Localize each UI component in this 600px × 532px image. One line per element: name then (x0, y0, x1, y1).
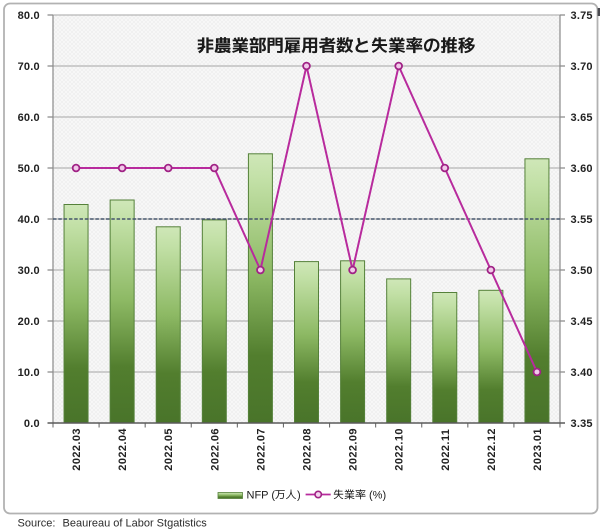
svg-text:3.55: 3.55 (571, 214, 593, 226)
svg-text:2023.01: 2023.01 (532, 428, 544, 471)
svg-text:0.0: 0.0 (24, 418, 40, 430)
svg-text:Beaureau of Labor Stgatistics: Beaureau of Labor Stgatistics (63, 517, 208, 529)
svg-text:2022.07: 2022.07 (255, 428, 267, 471)
svg-text:60.0: 60.0 (18, 112, 40, 124)
svg-text:3.65: 3.65 (571, 112, 593, 124)
svg-text:2022.06: 2022.06 (209, 428, 221, 471)
svg-text:10.0: 10.0 (18, 367, 40, 379)
svg-text:40.0: 40.0 (18, 214, 40, 226)
svg-text:3.70: 3.70 (571, 61, 593, 73)
svg-text:3.35: 3.35 (571, 418, 593, 430)
svg-text:20.0: 20.0 (18, 316, 40, 328)
svg-text:2022.08: 2022.08 (302, 428, 314, 471)
svg-text:3.60: 3.60 (571, 163, 593, 175)
svg-text:2022.12: 2022.12 (486, 428, 498, 471)
svg-text:2022.10: 2022.10 (394, 428, 406, 471)
svg-text:2022.03: 2022.03 (71, 428, 83, 471)
svg-text:30.0: 30.0 (18, 265, 40, 277)
svg-text:50.0: 50.0 (18, 163, 40, 175)
svg-text:3.40: 3.40 (571, 367, 593, 379)
svg-text:3.45: 3.45 (571, 316, 593, 328)
svg-text:2022.11: 2022.11 (440, 429, 452, 471)
svg-text:80.0: 80.0 (18, 10, 40, 22)
svg-text:NFP (: NFP ( (247, 489, 276, 501)
svg-text:2022.04: 2022.04 (117, 428, 129, 471)
svg-text:2022.09: 2022.09 (348, 428, 360, 471)
svg-text:(%): (%) (369, 489, 386, 501)
svg-text:Source:: Source: (18, 517, 56, 529)
svg-text:2022.05: 2022.05 (163, 428, 175, 471)
svg-text:70.0: 70.0 (18, 61, 40, 73)
svg-text:3.75: 3.75 (571, 10, 593, 22)
svg-text:3.50: 3.50 (571, 265, 593, 277)
svg-text:): ) (297, 489, 301, 501)
